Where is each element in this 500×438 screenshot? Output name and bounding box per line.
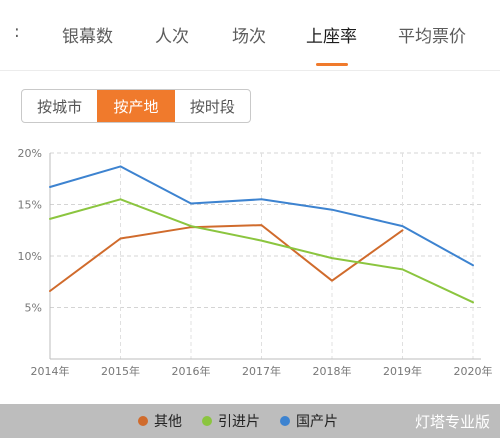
- legend-dot-imported: [202, 416, 212, 426]
- filter-by-time-slot-button[interactable]: 按时段: [173, 90, 250, 122]
- legend-dot-other: [138, 416, 148, 426]
- x-tick-label: 2016年: [172, 364, 211, 378]
- x-tick-label: 2017年: [242, 364, 281, 378]
- x-tick-label: 2019年: [383, 364, 422, 378]
- dimension-filter-group: 按城市 按产地 按时段: [21, 89, 251, 123]
- y-tick-label: 10%: [18, 250, 42, 263]
- y-tick-label: 15%: [18, 199, 42, 212]
- active-tab-indicator: [316, 63, 348, 66]
- watermark-text: 灯塔专业版: [414, 413, 490, 431]
- filter-by-origin-button[interactable]: 按产地: [97, 90, 174, 122]
- x-tick-label: 2018年: [313, 364, 352, 378]
- chart-legend: 其他 引进片 国产片: [138, 404, 358, 438]
- tab-average-ticket-price[interactable]: 平均票价: [398, 27, 466, 47]
- tab-divider: [0, 70, 500, 71]
- tab-shows[interactable]: 场次: [232, 27, 266, 47]
- legend-dot-domestic: [280, 416, 290, 426]
- legend-bar: 其他 引进片 国产片 灯塔专业版: [0, 404, 500, 438]
- filter-by-city-button[interactable]: 按城市: [37, 97, 83, 116]
- legend-label-imported: 引进片: [218, 414, 260, 430]
- legend-item-imported[interactable]: 引进片: [202, 411, 260, 431]
- occupancy-line-chart: 5% 10% 15% 20% 2014年 2015年 2016年 2017年 2018年 2019…: [18, 147, 493, 378]
- legend-item-other[interactable]: 其他: [138, 411, 182, 431]
- series-line-0: [49, 224, 404, 292]
- metric-tab-bar: : 银幕数 人次 场次 上座率 平均票价: [0, 0, 500, 70]
- series-line-1: [49, 198, 474, 304]
- y-tick-label: 5%: [25, 302, 42, 315]
- tab-admissions[interactable]: 人次: [155, 27, 189, 47]
- x-tick-label: 2020年: [454, 364, 493, 378]
- legend-label-other: 其他: [154, 414, 182, 430]
- x-tick-label: 2014年: [31, 364, 70, 378]
- legend-item-domestic[interactable]: 国产片: [280, 411, 338, 431]
- tab-overflow-partial[interactable]: :: [14, 22, 20, 42]
- tab-screens[interactable]: 银幕数: [62, 27, 113, 47]
- x-tick-label: 2015年: [101, 364, 140, 378]
- series-line-2: [49, 165, 474, 267]
- tab-occupancy-rate[interactable]: 上座率: [306, 27, 357, 47]
- legend-label-domestic: 国产片: [296, 414, 338, 430]
- y-tick-label: 20%: [18, 147, 42, 160]
